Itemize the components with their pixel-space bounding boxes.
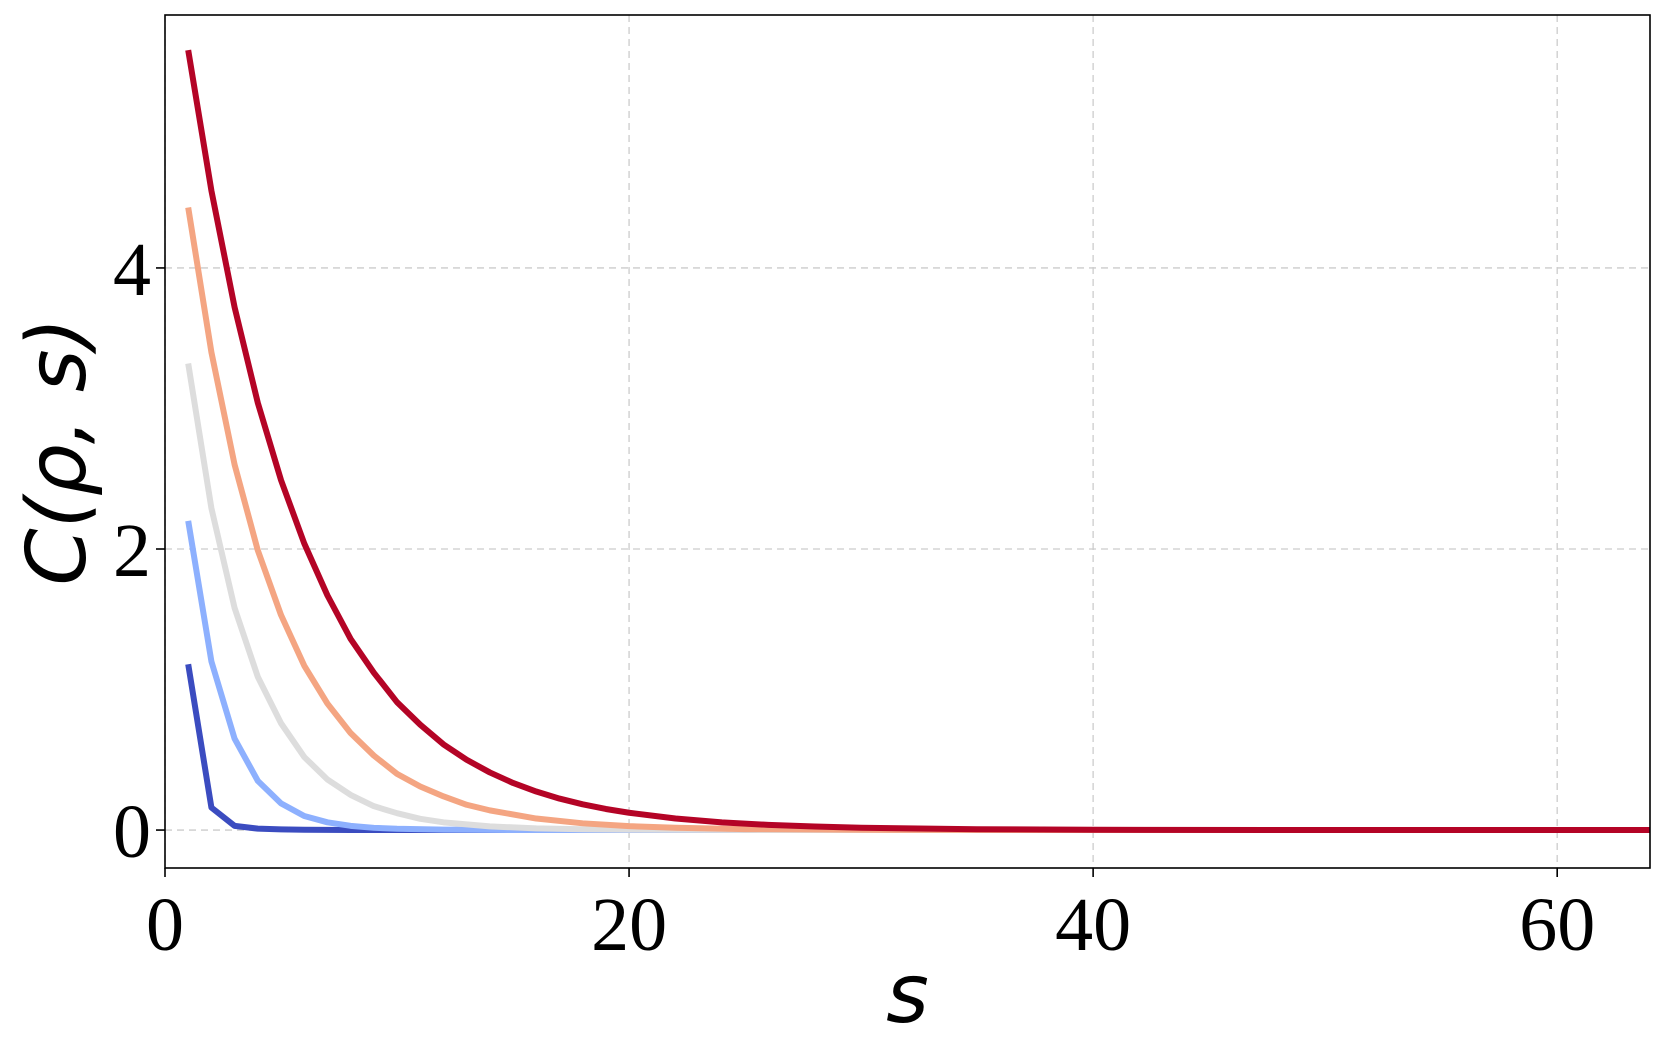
x-axis-label: s [886, 947, 929, 1042]
axis-ticks [156, 267, 1558, 877]
x-tick-label: 40 [1055, 883, 1131, 967]
x-tick-label: 20 [591, 883, 667, 967]
grid-lines [164, 15, 1650, 868]
y-tick-label: 2 [113, 509, 151, 593]
y-tick-label: 0 [113, 790, 151, 874]
plot-frame [164, 14, 1651, 869]
y-axis-label: C(ρ, s) [10, 317, 105, 585]
series-line-1 [185, 663, 1650, 834]
x-tick-label: 60 [1519, 883, 1595, 967]
x-tick-label: 0 [146, 883, 184, 967]
series-line-5 [185, 49, 1650, 834]
y-tick-label: 4 [113, 228, 151, 312]
tick-labels: 0 20 40 60 0 2 4 [113, 228, 1595, 967]
series-lines [185, 49, 1650, 834]
series-line-4 [185, 207, 1650, 834]
series-line-2 [185, 520, 1650, 834]
series-line-3 [185, 363, 1650, 834]
